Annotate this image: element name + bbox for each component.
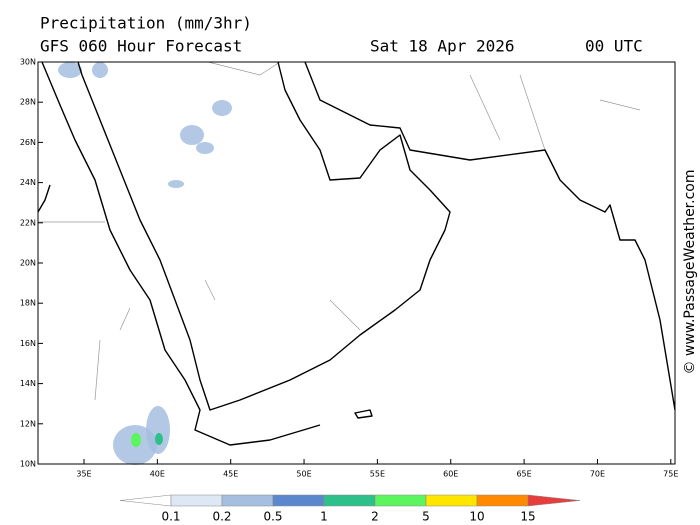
colorbar-segment — [272, 494, 325, 507]
lon-label: 65E — [516, 470, 531, 479]
lat-label: 20N — [20, 259, 36, 268]
colorbar-label: 0.2 — [212, 510, 231, 524]
colorbar-segment — [476, 494, 529, 507]
lon-label: 45E — [223, 470, 238, 479]
lon-label: 60E — [443, 470, 458, 479]
colorbar-label: 0.5 — [263, 510, 282, 524]
colorbar-label: 10 — [469, 510, 484, 524]
lon-label: 75E — [663, 470, 678, 479]
lat-label: 22N — [20, 218, 36, 227]
title: Precipitation (mm/3hr) — [40, 14, 252, 33]
colorbar-segment — [323, 494, 376, 507]
colorbar-label: 5 — [422, 510, 430, 524]
lon-label: 50E — [296, 470, 311, 479]
colorbar-segment — [170, 494, 223, 507]
watermark: © www.PassageWeather.com — [682, 169, 698, 374]
lat-label: 28N — [20, 98, 36, 107]
lon-label: 40E — [150, 470, 165, 479]
colorbar-high — [527, 494, 581, 507]
lat-label: 26N — [20, 138, 36, 147]
map-area — [38, 62, 675, 464]
lat-label: 30N — [20, 58, 36, 67]
colorbar-segment — [221, 494, 274, 507]
lat-label: 18N — [20, 299, 36, 308]
date: Sat 18 Apr 2026 — [370, 37, 515, 56]
lat-label: 12N — [20, 419, 36, 428]
coastline — [41, 61, 321, 446]
lat-label: 14N — [20, 379, 36, 388]
colorbar: 0.1 0.2 0.5 1 2 5 10 15 — [119, 494, 581, 524]
time: 00 UTC — [585, 37, 643, 56]
colorbar-segment — [374, 494, 427, 507]
colorbar-label: 0.1 — [161, 510, 180, 524]
colorbar-low — [119, 494, 172, 507]
colorbar-label: 2 — [371, 510, 379, 524]
colorbar-segment — [425, 494, 478, 507]
lat-label: 10N — [20, 460, 36, 469]
lat-label: 16N — [20, 339, 36, 348]
precip — [58, 62, 232, 465]
colorbar-label: 1 — [320, 510, 328, 524]
lat-label: 24N — [20, 178, 36, 187]
lon-label: 70E — [590, 470, 605, 479]
lon-label: 55E — [370, 470, 385, 479]
subtitle: GFS 060 Hour Forecast — [40, 37, 242, 56]
colorbar-label: 15 — [520, 510, 535, 524]
map — [37, 61, 676, 465]
lon-label: 35E — [76, 470, 91, 479]
